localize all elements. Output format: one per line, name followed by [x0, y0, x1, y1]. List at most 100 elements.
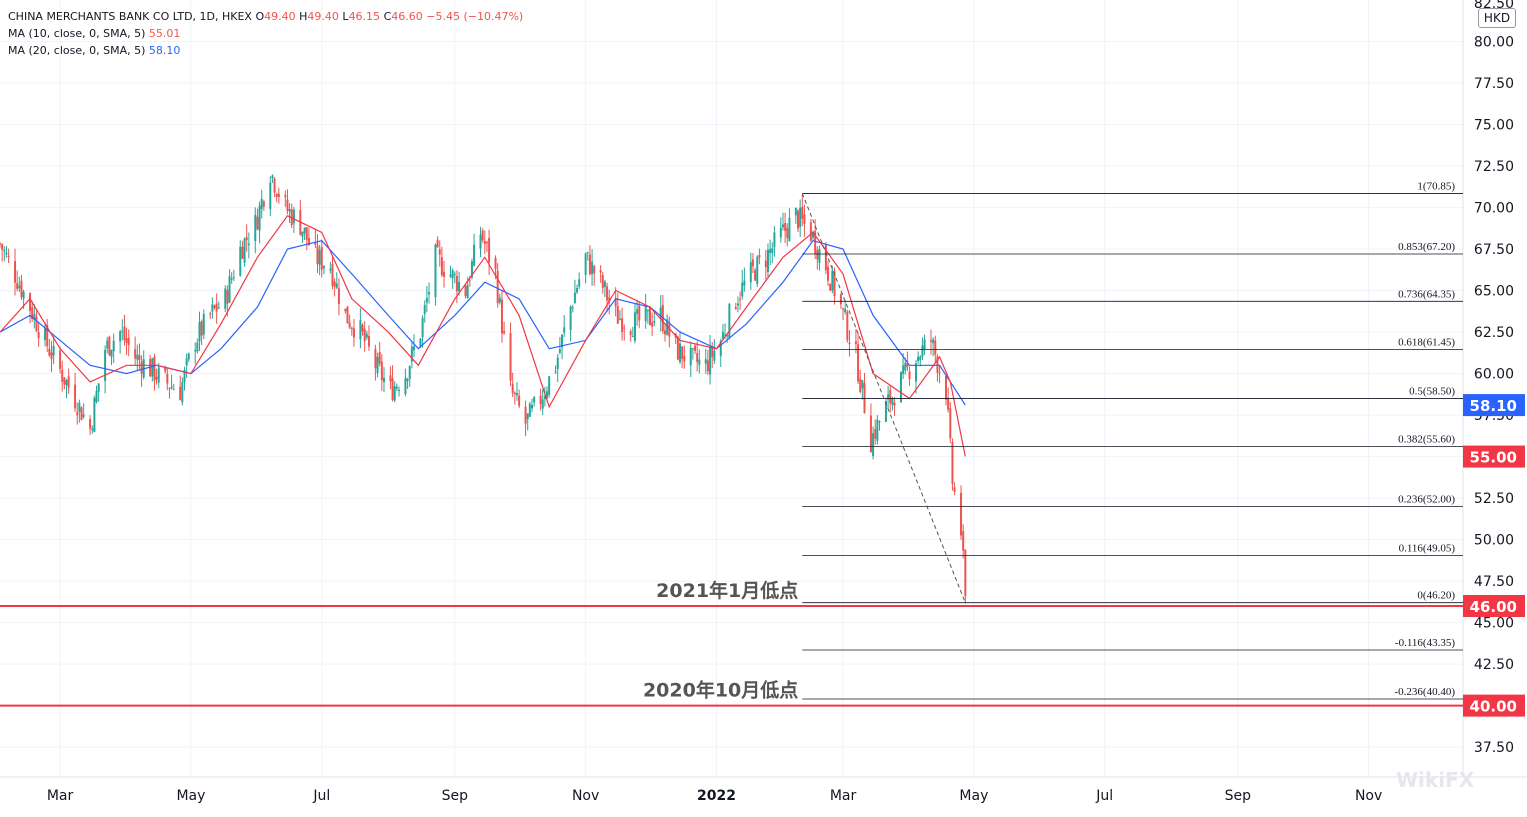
price-tag-background: [1463, 694, 1525, 717]
candle: [256, 208, 259, 231]
candle: [844, 301, 847, 315]
candle: [884, 397, 887, 423]
candle: [329, 261, 332, 274]
candle-body: [569, 306, 572, 331]
candle: [322, 264, 325, 275]
candle: [960, 485, 963, 540]
candle: [344, 308, 347, 314]
candle-body: [797, 210, 799, 229]
candle: [599, 265, 602, 283]
candle: [0, 241, 1, 248]
candle: [166, 368, 169, 391]
candle: [571, 304, 574, 313]
candle: [756, 255, 759, 287]
candle: [382, 367, 385, 393]
candle: [485, 240, 488, 253]
candle-body: [410, 346, 413, 362]
candle: [395, 383, 398, 391]
ma10-legend[interactable]: MA (10, close, 0, SMA, 5) 55.01: [8, 25, 523, 42]
candle: [569, 305, 572, 342]
candle-body: [899, 372, 902, 403]
candle: [803, 204, 806, 237]
candle: [348, 314, 351, 330]
candle: [543, 386, 546, 407]
candle: [110, 349, 113, 366]
candle-body: [814, 230, 817, 254]
candle-body: [3, 250, 6, 252]
candle-body: [631, 336, 634, 338]
support-line-label: 2021年1月低点: [656, 579, 798, 602]
fib-level-label: -0.236(40.40): [1395, 686, 1456, 698]
candle-body: [524, 406, 527, 424]
candle: [307, 227, 310, 247]
candle-body: [902, 365, 905, 374]
candle: [726, 333, 729, 344]
candle: [648, 305, 651, 326]
candle-body: [18, 285, 21, 289]
candle: [736, 296, 739, 313]
ma10-line: [0, 215, 966, 457]
candle-body: [198, 322, 201, 342]
fib-level-label: 0.236(52.00): [1398, 493, 1455, 505]
high-label: H: [299, 10, 308, 23]
time-tick-label: Sep: [442, 788, 469, 804]
candle-body: [374, 348, 377, 369]
currency-badge[interactable]: HKD: [1478, 8, 1516, 28]
candle-body: [859, 378, 862, 392]
candle: [423, 300, 426, 323]
ma20-legend[interactable]: MA (20, close, 0, SMA, 5) 58.10: [8, 42, 523, 59]
candle-body: [423, 305, 426, 315]
candle: [809, 218, 812, 243]
candle: [352, 319, 355, 347]
candle-body: [224, 288, 227, 309]
candle: [601, 272, 604, 294]
candle-body: [876, 419, 879, 441]
candle-body: [603, 281, 606, 288]
candle-body: [949, 408, 952, 439]
candle-body: [473, 244, 476, 266]
candle: [949, 402, 952, 444]
candle: [576, 284, 579, 295]
candle: [584, 252, 587, 284]
candle-body: [217, 307, 220, 309]
candle-body: [831, 270, 834, 291]
candle-body: [698, 359, 701, 365]
candle: [363, 321, 366, 352]
candle-body: [320, 247, 323, 270]
candle-body: [29, 293, 32, 312]
candle-body: [829, 283, 832, 291]
candle-body: [786, 227, 789, 238]
fib-trend-line: [801, 193, 966, 603]
candle: [891, 396, 894, 411]
price-tag-background: [1463, 394, 1525, 417]
candle-body: [919, 356, 922, 360]
candle-body: [936, 356, 939, 373]
candle-body: [46, 324, 49, 347]
candle: [481, 228, 484, 243]
candle-body: [108, 336, 111, 356]
candle-body: [303, 227, 306, 234]
candle-body: [1, 244, 4, 250]
price-tag-label: 40.00: [1470, 698, 1517, 716]
candle: [638, 302, 641, 329]
candle-body: [721, 331, 724, 339]
candle: [333, 278, 336, 297]
candle: [754, 267, 757, 282]
price-tick-label: 52.50: [1474, 491, 1514, 507]
candle-body: [273, 179, 276, 193]
candle-body: [621, 318, 624, 333]
candle: [859, 369, 862, 394]
candle: [112, 333, 115, 364]
candle: [241, 240, 244, 259]
candle-body: [16, 283, 19, 289]
candle: [691, 347, 694, 360]
candle-body: [286, 199, 289, 211]
chart-legend: CHINA MERCHANTS BANK CO LTD, 1D, HKEX O4…: [8, 8, 523, 59]
candle-body: [305, 227, 308, 240]
candle-body: [121, 331, 124, 333]
candle-body: [254, 214, 257, 242]
candle-body: [406, 379, 409, 382]
candle-body: [181, 382, 184, 403]
